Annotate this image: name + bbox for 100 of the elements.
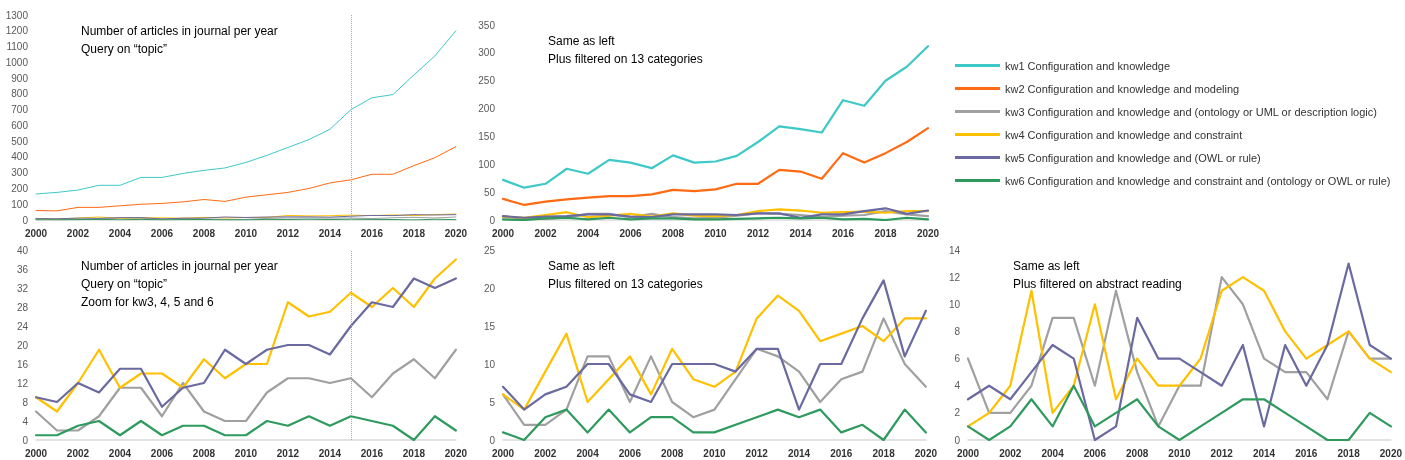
text: Same as left Plus filtered on abstract reading — [1013, 259, 1182, 291]
y-tick-label: 24 — [16, 320, 29, 332]
y-tick-label: 1000 — [5, 56, 29, 68]
x-tick-label: 2000 — [24, 447, 48, 459]
y-tick-label: 15 — [483, 320, 496, 332]
x-tick-label: 2020 — [916, 227, 940, 239]
x-tick-label: 2016 — [831, 227, 855, 239]
y-tick-label: 350 — [478, 19, 496, 31]
legend-label: kw5 Configuration and knowledge and (OWL or rule) — [1005, 151, 1261, 164]
y-tick-label: 12 — [948, 271, 961, 283]
y-tick-label: 50 — [483, 186, 496, 198]
x-tick-label: 2002 — [534, 447, 557, 459]
y-tick-label: 28 — [16, 301, 29, 313]
x-tick-label: 2008 — [661, 227, 685, 239]
y-tick-label: 150 — [478, 130, 496, 142]
text: Same as left Plus filtered on 13 categories — [548, 34, 703, 66]
x-tick-label: 2002 — [66, 447, 90, 459]
x-tick-label: 2010 — [1168, 447, 1191, 459]
x-tick-label: 2004 — [108, 447, 132, 459]
y-tick-label: 0 — [489, 434, 496, 446]
x-tick-label: 2018 — [1337, 447, 1361, 459]
x-tick-label: 2002 — [66, 227, 90, 239]
x-tick-label: 2006 — [1083, 447, 1107, 459]
y-tick-label: 1100 — [6, 41, 29, 53]
x-tick-label: 2002 — [534, 227, 558, 239]
y-tick-label: 600 — [11, 119, 29, 131]
x-tick-label: 2006 — [150, 447, 174, 459]
y-tick-label: 12 — [16, 377, 29, 389]
x-tick-label: 2018 — [874, 227, 898, 239]
x-tick-label: 2004 — [576, 227, 600, 239]
x-tick-label: 2020 — [444, 447, 468, 459]
x-tick-label: 2016 — [830, 447, 853, 459]
x-tick-label: 2012 — [746, 227, 770, 239]
legend-label: kw2 Configuration and knowledge and modeling — [1005, 82, 1240, 95]
x-tick-label: 2014 — [318, 227, 342, 239]
x-tick-label: 2016 — [360, 447, 384, 459]
text: Number of articles in journal per year Query on “topic” — [81, 24, 278, 56]
x-tick-label: 2014 — [789, 227, 813, 239]
y-tick-label: 40 — [16, 244, 29, 256]
x-tick-label: 2020 — [444, 227, 468, 239]
x-tick-label: 2010 — [703, 447, 726, 459]
y-tick-label: 20 — [483, 282, 496, 294]
x-tick-label: 2002 — [999, 447, 1022, 459]
y-tick-label: 10 — [948, 298, 961, 310]
y-tick-label: 500 — [11, 135, 29, 147]
x-tick-label: 2010 — [234, 447, 258, 459]
x-tick-label: 2004 — [1041, 447, 1065, 459]
y-tick-label: 16 — [16, 358, 29, 370]
y-tick-label: 700 — [11, 104, 29, 116]
x-tick-label: 2006 — [619, 227, 643, 239]
y-tick-label: 8 — [954, 325, 961, 337]
legend-label: kw4 Configuration and knowledge and constraint — [1005, 128, 1243, 141]
x-tick-label: 2008 — [192, 227, 216, 239]
y-tick-label: 20 — [16, 339, 29, 351]
y-tick-label: 32 — [16, 282, 29, 294]
y-tick-label: 0 — [22, 214, 29, 226]
x-tick-label: 2004 — [108, 227, 132, 239]
x-tick-label: 2004 — [576, 447, 600, 459]
legend-label: kw3 Configuration and knowledge and (ontology or UML or description logic) — [1005, 105, 1377, 118]
x-tick-label: 2016 — [360, 227, 384, 239]
y-tick-label: 36 — [16, 263, 29, 275]
y-tick-label: 10 — [483, 358, 496, 370]
x-tick-label: 2008 — [192, 447, 216, 459]
y-tick-label: 900 — [11, 72, 29, 84]
x-tick-label: 2008 — [661, 447, 684, 459]
text: Number of articles in journal per year Query on “topic” Zoom for kw3, 4, 5 and 6 — [81, 259, 278, 309]
y-tick-label: 1300 — [5, 9, 29, 21]
y-tick-label: 1200 — [5, 25, 29, 37]
x-tick-label: 2006 — [150, 227, 174, 239]
x-tick-label: 2008 — [1126, 447, 1149, 459]
y-tick-label: 14 — [948, 244, 961, 256]
x-tick-label: 2012 — [745, 447, 769, 459]
y-tick-label: 2 — [954, 407, 961, 419]
x-tick-label: 2000 — [956, 447, 980, 459]
x-tick-label: 2020 — [914, 447, 938, 459]
x-tick-label: 2020 — [1379, 447, 1403, 459]
y-tick-label: 5 — [489, 396, 496, 408]
y-tick-label: 200 — [11, 182, 29, 194]
x-tick-label: 2000 — [491, 227, 515, 239]
y-tick-label: 400 — [11, 151, 29, 163]
x-tick-label: 2014 — [1252, 447, 1276, 459]
y-tick-label: 8 — [22, 396, 29, 408]
y-tick-label: 4 — [22, 415, 29, 427]
x-tick-label: 2012 — [1210, 447, 1234, 459]
y-tick-label: 250 — [478, 75, 496, 87]
y-tick-label: 0 — [22, 434, 29, 446]
legend-label: kw6 Configuration and knowledge and constraint and (ontology or OWL or rule) — [1005, 174, 1391, 187]
y-tick-label: 200 — [478, 103, 496, 115]
y-tick-label: 0 — [489, 214, 496, 226]
y-tick-label: 100 — [478, 158, 496, 170]
x-tick-label: 2016 — [1295, 447, 1318, 459]
y-tick-label: 0 — [954, 434, 961, 446]
y-tick-label: 25 — [483, 244, 496, 256]
x-tick-label: 2010 — [704, 227, 728, 239]
y-tick-label: 4 — [954, 380, 961, 392]
x-tick-label: 2006 — [618, 447, 642, 459]
x-tick-label: 2018 — [872, 447, 896, 459]
x-tick-label: 2018 — [402, 447, 426, 459]
x-tick-label: 2000 — [491, 447, 515, 459]
x-tick-label: 2012 — [276, 227, 300, 239]
